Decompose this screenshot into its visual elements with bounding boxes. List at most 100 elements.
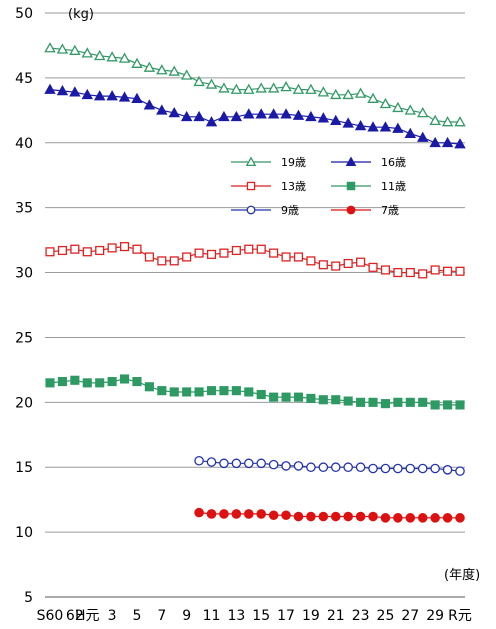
data-point [246, 205, 256, 215]
x-tick-label: 23 [352, 608, 370, 624]
data-point [81, 88, 93, 100]
data-point [343, 511, 353, 522]
series-9歳 [194, 455, 465, 476]
data-point [180, 69, 193, 80]
data-point [57, 377, 67, 387]
legend-item: 11歳 [331, 180, 406, 193]
data-point [430, 513, 440, 523]
x-tick-label: 25 [377, 608, 395, 624]
data-point [269, 392, 279, 402]
x-tick-label: R元 [448, 608, 472, 624]
y-tick-label: 35 [15, 201, 33, 217]
data-point [305, 83, 317, 94]
y-tick-label: 45 [15, 71, 33, 87]
series-line [49, 245, 460, 275]
data-point [82, 247, 92, 257]
data-point [256, 458, 267, 469]
x-tick-label: 29 [426, 608, 444, 624]
data-point [379, 97, 392, 109]
data-point [168, 65, 180, 76]
data-point [368, 262, 378, 272]
data-point [180, 110, 193, 122]
series-line [199, 512, 460, 519]
data-point [44, 83, 56, 94]
data-point [293, 511, 304, 522]
data-point [206, 457, 217, 467]
data-point [45, 378, 55, 388]
legend-item: 7歳 [331, 204, 399, 217]
data-point [243, 458, 254, 469]
data-point [418, 397, 428, 407]
data-point [330, 88, 342, 100]
data-point [194, 387, 204, 397]
data-point [281, 510, 291, 521]
data-point [429, 114, 441, 126]
data-point [194, 248, 204, 258]
x-tick-label: 13 [227, 608, 245, 624]
data-point [93, 49, 106, 61]
data-point [143, 61, 156, 72]
data-point [293, 392, 304, 402]
data-point [157, 256, 167, 266]
data-point [244, 244, 254, 254]
data-point [118, 52, 131, 63]
data-point [355, 462, 366, 473]
series-13歳 [45, 242, 465, 279]
data-point [342, 117, 354, 128]
x-tick-label: 11 [203, 608, 221, 624]
data-point [293, 461, 304, 471]
data-point [268, 459, 279, 470]
data-point [182, 387, 192, 397]
y-axis-unit-label: (kg) [68, 7, 94, 22]
series-7歳 [194, 507, 465, 523]
y-tick-label: 20 [15, 395, 33, 411]
y-axis-tick-labels: 5 10 15 20 25 30 35 40 45 50 [15, 6, 33, 606]
data-point [281, 392, 291, 402]
data-point [256, 509, 267, 519]
data-point [330, 462, 341, 473]
data-point [44, 42, 56, 53]
series-line [199, 460, 461, 472]
x-tick-label: 19 [302, 608, 320, 624]
data-point [93, 90, 106, 101]
x-tick-label: S60 [37, 608, 64, 624]
data-point [194, 455, 204, 466]
data-point [107, 243, 117, 253]
data-point [246, 181, 256, 191]
legend-label: 13歳 [281, 180, 306, 193]
data-point [231, 386, 241, 396]
legend-label: 19歳 [281, 156, 306, 169]
data-point [69, 86, 81, 97]
data-point [280, 81, 292, 92]
data-point [231, 509, 242, 519]
data-point [318, 395, 328, 405]
data-point [306, 462, 316, 473]
data-point [293, 252, 304, 262]
x-tick-label: 27 [401, 608, 419, 624]
data-point [331, 261, 341, 271]
data-point [70, 375, 80, 385]
series-11歳 [45, 374, 465, 410]
gridlines [45, 12, 465, 598]
data-point [305, 110, 317, 122]
legend-item: 16歳 [331, 156, 406, 169]
x-tick-label: H元 [75, 608, 100, 624]
data-point [156, 64, 168, 75]
data-point [206, 386, 217, 396]
data-point [243, 509, 254, 519]
data-point [318, 260, 328, 270]
data-point [331, 395, 341, 405]
data-point [193, 75, 205, 87]
y-tick-label: 40 [15, 136, 33, 152]
data-point [119, 242, 130, 252]
data-point [354, 87, 367, 98]
x-tick-label: 3 [108, 608, 117, 624]
data-point [56, 43, 69, 54]
data-point [244, 387, 254, 397]
data-point [368, 463, 378, 474]
data-point [219, 386, 229, 396]
data-point [57, 245, 67, 256]
data-point [342, 88, 354, 100]
data-point [156, 104, 168, 115]
